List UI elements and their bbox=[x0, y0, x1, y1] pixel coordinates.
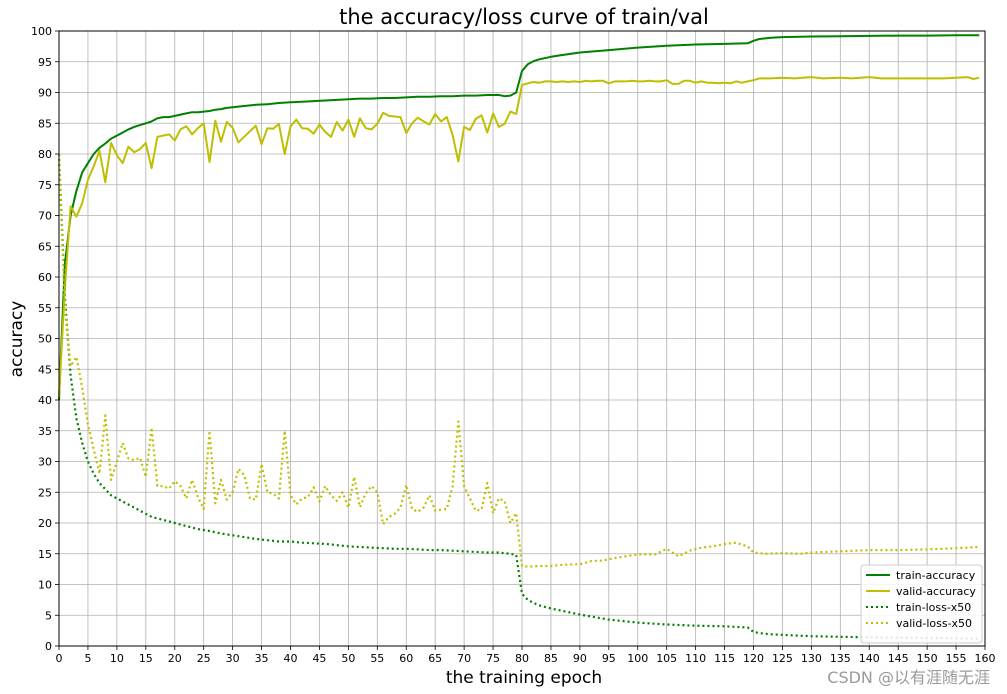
y-tick-label: 10 bbox=[38, 579, 52, 592]
x-tick-label: 10 bbox=[110, 652, 124, 665]
x-tick-label: 110 bbox=[685, 652, 706, 665]
x-tick-label: 80 bbox=[515, 652, 529, 665]
series-line-train-accuracy bbox=[58, 34, 980, 401]
legend-label: train-accuracy bbox=[896, 569, 976, 582]
legend: train-accuracy valid-accuracy train-loss-x… bbox=[860, 564, 983, 644]
y-tick-label: 85 bbox=[38, 117, 52, 130]
y-tick-label: 35 bbox=[38, 425, 52, 438]
y-tick-label: 75 bbox=[38, 179, 52, 192]
x-tick-label: 100 bbox=[627, 652, 648, 665]
x-tick-label: 50 bbox=[341, 652, 355, 665]
x-tick-label: 20 bbox=[168, 652, 182, 665]
x-tick-label: 115 bbox=[714, 652, 735, 665]
y-tick-label: 15 bbox=[38, 548, 52, 561]
legend-label: train-loss-x50 bbox=[896, 601, 971, 614]
x-tick-label: 70 bbox=[457, 652, 471, 665]
x-axis-ticks: 0 5 10 15 20 25 30 35 40 45 50 55 60 65 70 75 80 85 90 95 10… bbox=[56, 646, 996, 665]
y-tick-label: 5 bbox=[45, 609, 52, 622]
x-tick-label: 15 bbox=[139, 652, 153, 665]
y-tick-label: 95 bbox=[38, 56, 52, 69]
x-tick-label: 75 bbox=[486, 652, 500, 665]
x-tick-label: 85 bbox=[544, 652, 558, 665]
x-tick-label: 65 bbox=[428, 652, 442, 665]
x-tick-label: 60 bbox=[399, 652, 413, 665]
grid-lines bbox=[58, 30, 986, 647]
plot-frame bbox=[58, 30, 986, 647]
x-tick-label: 0 bbox=[56, 652, 63, 665]
y-axis-label: accuracy bbox=[7, 301, 27, 378]
x-tick-label: 30 bbox=[226, 652, 240, 665]
x-tick-label: 90 bbox=[573, 652, 587, 665]
y-tick-label: 40 bbox=[38, 394, 52, 407]
y-tick-label: 80 bbox=[38, 148, 52, 161]
y-tick-label: 90 bbox=[38, 87, 52, 100]
series-line-valid-loss-x50 bbox=[57, 153, 980, 568]
y-tick-label: 25 bbox=[38, 486, 52, 499]
x-tick-label: 120 bbox=[743, 652, 764, 665]
x-tick-label: 55 bbox=[370, 652, 384, 665]
y-tick-label: 55 bbox=[38, 302, 52, 315]
series-line-train-loss-x50 bbox=[57, 153, 980, 640]
x-tick-label: 25 bbox=[197, 652, 211, 665]
y-tick-label: 30 bbox=[38, 456, 52, 469]
chart-title: the accuracy/loss curve of train/val bbox=[339, 5, 709, 29]
x-tick-label: 5 bbox=[84, 652, 91, 665]
x-tick-label: 160 bbox=[975, 652, 996, 665]
legend-label: valid-accuracy bbox=[896, 585, 976, 598]
y-tick-label: 100 bbox=[31, 25, 52, 38]
x-tick-label: 155 bbox=[946, 652, 967, 665]
y-tick-label: 0 bbox=[45, 640, 52, 653]
y-tick-label: 65 bbox=[38, 240, 52, 253]
x-tick-label: 105 bbox=[656, 652, 677, 665]
x-tick-label: 150 bbox=[917, 652, 938, 665]
x-tick-label: 45 bbox=[312, 652, 326, 665]
y-tick-label: 20 bbox=[38, 517, 52, 530]
x-tick-label: 40 bbox=[284, 652, 298, 665]
x-tick-label: 35 bbox=[255, 652, 269, 665]
y-tick-label: 70 bbox=[38, 210, 52, 223]
x-tick-label: 140 bbox=[859, 652, 880, 665]
y-tick-label: 50 bbox=[38, 333, 52, 346]
y-tick-label: 45 bbox=[38, 363, 52, 376]
watermark: CSDN @以有涯随无涯 bbox=[827, 668, 990, 687]
x-tick-label: 145 bbox=[888, 652, 909, 665]
x-tick-label: 95 bbox=[602, 652, 616, 665]
legend-label: valid-loss-x50 bbox=[896, 617, 972, 630]
x-axis-label: the training epoch bbox=[446, 668, 602, 688]
plot-lines bbox=[57, 34, 980, 640]
legend-box bbox=[860, 564, 983, 644]
x-tick-label: 135 bbox=[830, 652, 851, 665]
x-tick-label: 130 bbox=[801, 652, 822, 665]
y-tick-label: 60 bbox=[38, 271, 52, 284]
y-axis-ticks: 0 5 10 15 20 25 30 35 40 45 50 55 60 65 70 75 80 85 90 95 10… bbox=[31, 25, 59, 653]
x-tick-label: 125 bbox=[772, 652, 793, 665]
series-line-valid-accuracy bbox=[58, 76, 980, 397]
